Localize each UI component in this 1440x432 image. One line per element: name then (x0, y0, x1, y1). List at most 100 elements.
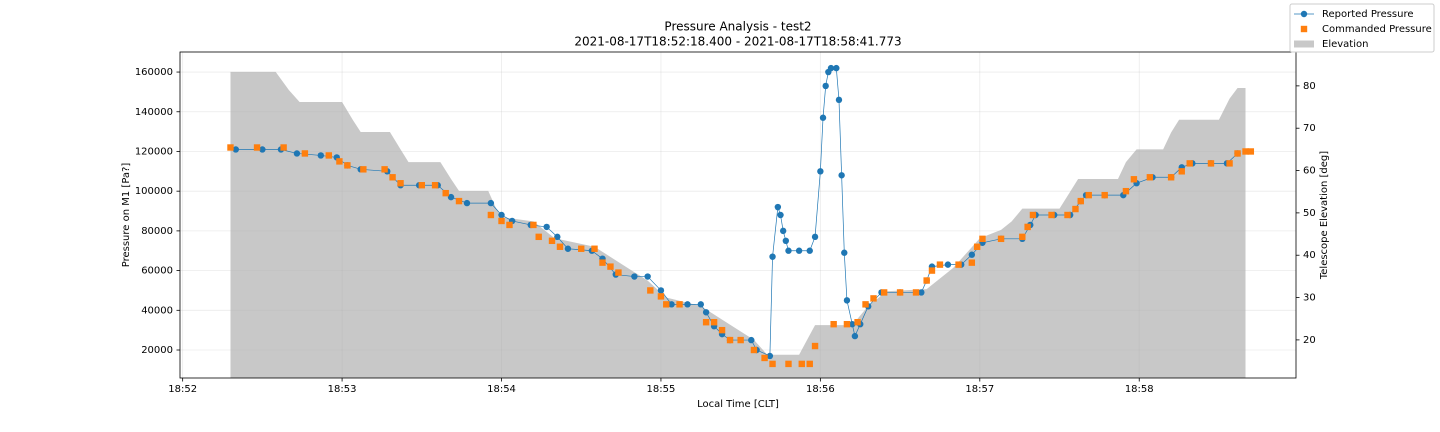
legend-swatch (1294, 40, 1314, 48)
commanded-point (973, 243, 981, 250)
commanded-point (955, 261, 962, 268)
legend-label: Elevation (1322, 39, 1368, 50)
commanded-point (389, 174, 396, 181)
pressure-point (822, 82, 829, 90)
x-tick-label: 18:53 (328, 384, 357, 395)
commanded-point (880, 289, 888, 296)
commanded-point (710, 319, 718, 326)
commanded-point (1085, 191, 1092, 199)
commanded-point (344, 162, 351, 169)
commanded-point (928, 267, 936, 274)
x-tick-label: 18:52 (168, 384, 197, 395)
commanded-point (997, 235, 1005, 243)
y2-tick-label: 50 (1303, 208, 1316, 219)
commanded-point (1167, 174, 1175, 181)
pressure-point (769, 253, 776, 260)
pressure-point (777, 211, 784, 219)
pressure-point (968, 251, 976, 258)
commanded-point (870, 295, 877, 302)
pressure-point (487, 199, 495, 207)
legend-label: Commanded Pressure (1322, 24, 1432, 35)
commanded-point (663, 301, 670, 308)
commanded-point (227, 144, 234, 151)
data-layer (227, 64, 1255, 368)
pressure-point (849, 320, 856, 328)
pressure-point (843, 297, 851, 304)
pressure-point (564, 245, 572, 252)
commanded-point (498, 217, 505, 225)
commanded-point (702, 319, 710, 326)
pressure-point (785, 247, 792, 254)
y2-tick-label: 30 (1303, 293, 1316, 304)
commanded-point (647, 287, 654, 294)
commanded-point (1019, 233, 1026, 241)
commanded-point (556, 243, 564, 250)
legend: Reported Pressure Commanded Pressure Eleva… (1289, 3, 1435, 53)
pressure-point (827, 64, 835, 72)
commanded-point (1186, 160, 1193, 167)
commanded-point (1024, 223, 1031, 231)
pressure-point (774, 203, 782, 211)
y2-tick-label: 40 (1303, 250, 1316, 261)
commanded-point (1242, 148, 1249, 155)
commanded-point (750, 346, 758, 354)
legend-marker (1300, 25, 1308, 33)
x-tick-label: 18:55 (647, 384, 676, 395)
pressure-point (811, 233, 819, 241)
commanded-point (615, 269, 622, 276)
pressure-point (447, 193, 455, 201)
commanded-point (1077, 197, 1084, 205)
legend-marker (1300, 10, 1308, 18)
x-axis-label: Local Time [CLT] (697, 399, 779, 410)
pressure-point (631, 273, 638, 280)
commanded-point (336, 158, 343, 165)
pressure-point (259, 146, 266, 153)
y-tick-label: 160000 (135, 67, 173, 78)
y2-tick-label: 60 (1303, 166, 1316, 177)
pressure-point (918, 289, 925, 296)
commanded-point (1247, 148, 1255, 155)
commanded-point (1072, 205, 1079, 213)
commanded-point (936, 261, 944, 268)
y-tick-label: 60000 (141, 266, 173, 277)
commanded-point (979, 235, 986, 243)
pressure-point (817, 168, 824, 175)
elevation-area (230, 71, 1246, 378)
frame-layer (176, 51, 1300, 382)
commanded-point (455, 197, 463, 205)
commanded-point (1178, 168, 1185, 175)
commanded-point (591, 245, 598, 252)
y-tick-label: 100000 (135, 186, 173, 197)
commanded-point (535, 233, 542, 241)
pressure-point (835, 96, 843, 104)
y-tick-label: 120000 (135, 146, 173, 157)
pressure-point (806, 247, 813, 254)
commanded-point (607, 263, 614, 270)
pressure-point (644, 273, 651, 280)
y-tick-label: 140000 (135, 107, 173, 118)
commanded-point (397, 180, 404, 187)
commanded-point (862, 301, 869, 308)
pressure-point (657, 287, 665, 294)
y2-tick-label: 70 (1303, 123, 1316, 134)
commanded-point (578, 245, 585, 252)
commanded-point (1226, 160, 1233, 167)
commanded-point (325, 152, 332, 159)
y-axis-label: Pressure on M1 [Pa?] (121, 163, 132, 268)
pressure-point (766, 352, 774, 360)
commanded-point (657, 293, 665, 300)
commanded-point (548, 237, 556, 245)
commanded-point (1207, 160, 1215, 167)
chart-subtitle: 2021-08-17T18:52:18.400 - 2021-08-17T18:… (574, 35, 901, 49)
pressure-point (697, 301, 704, 308)
pressure-point (668, 301, 675, 308)
commanded-point (1101, 191, 1108, 199)
commanded-point (431, 182, 439, 189)
commanded-point (1130, 176, 1138, 183)
pressure-point (795, 247, 803, 254)
pressure-point (554, 233, 561, 241)
commanded-point (360, 166, 367, 173)
grid-layer (180, 52, 1296, 378)
commanded-point (1122, 187, 1130, 195)
